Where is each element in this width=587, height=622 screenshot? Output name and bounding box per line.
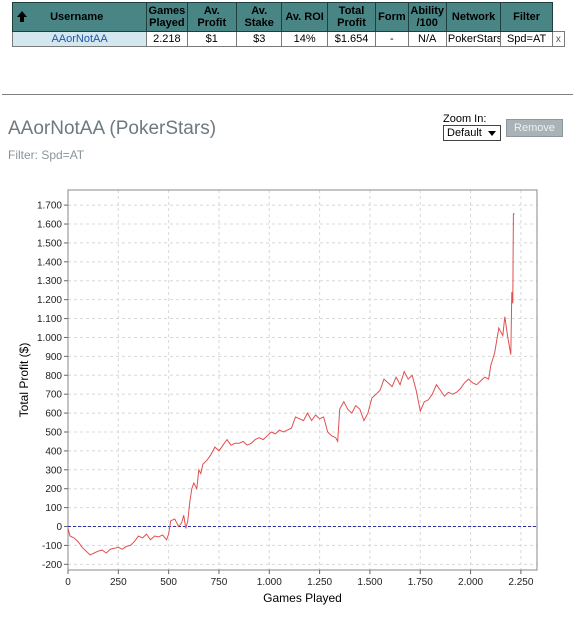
cell-network: PokerStars: [445, 31, 502, 47]
filter-label: Filter: Spd=AT: [8, 148, 85, 162]
column-av-roi[interactable]: Av. ROI: [281, 2, 328, 32]
cell-form: -: [375, 31, 409, 47]
column-blank: [552, 2, 565, 32]
x-tick-label: 750: [211, 577, 228, 588]
column-username[interactable]: Username: [11, 2, 148, 32]
x-tick-label: 2.000: [458, 577, 483, 588]
cell-ability: N/A: [407, 31, 447, 47]
x-axis-label: Games Played: [263, 591, 342, 605]
sort-arrow-up-icon[interactable]: [17, 11, 27, 22]
cell-av-stake: $3: [235, 31, 283, 47]
chevron-down-icon: [488, 131, 496, 136]
cell-games-played: 2.218: [146, 31, 188, 47]
y-tick-label: 700: [45, 390, 62, 401]
y-tick-label: 400: [45, 446, 62, 457]
y-tick-label: 200: [45, 484, 62, 495]
table-header-row: Username Games Played Av. Profit Av. Sta…: [11, 2, 565, 32]
column-network[interactable]: Network: [445, 2, 502, 32]
cell-av-profit: $1: [186, 31, 238, 47]
plot-frame: [67, 189, 538, 571]
cell-total-profit: $1.654: [326, 31, 377, 47]
zoom-select-value: Default: [447, 127, 482, 139]
remove-row-button[interactable]: x: [551, 31, 566, 47]
section-divider: [2, 94, 573, 95]
zoom-select[interactable]: Default: [443, 125, 501, 141]
y-tick-label: 1.200: [37, 295, 62, 306]
y-tick-label: 1.700: [37, 201, 62, 212]
x-tick-label: 1.500: [357, 577, 382, 588]
y-tick-label: -100: [42, 541, 62, 552]
cell-filter: Spd=AT: [500, 31, 553, 47]
column-form[interactable]: Form: [375, 2, 409, 32]
column-filter[interactable]: Filter: [500, 2, 553, 32]
x-tick-label: 1.250: [307, 577, 332, 588]
y-tick-label: 500: [45, 427, 62, 438]
y-tick-label: 0: [56, 522, 62, 533]
column-av-stake[interactable]: Av. Stake: [235, 2, 283, 32]
x-tick-label: 500: [160, 577, 177, 588]
y-tick-label: 1.000: [37, 333, 62, 344]
y-tick-label: 1.600: [37, 220, 62, 231]
remove-button[interactable]: Remove: [506, 119, 563, 137]
y-tick-label: -200: [42, 560, 62, 571]
x-tick-label: 1.000: [257, 577, 282, 588]
chart-grid: [67, 190, 537, 570]
x-tick-label: 250: [110, 577, 127, 588]
column-ability[interactable]: Ability /100: [407, 2, 447, 32]
series-line-total-profit: [67, 213, 515, 556]
cell-av-roi: 14%: [281, 31, 328, 47]
cell-username[interactable]: AAorNotAA: [11, 31, 148, 47]
y-tick-label: 1.100: [37, 314, 62, 325]
column-av-profit[interactable]: Av. Profit: [186, 2, 238, 32]
y-tick-label: 1.400: [37, 257, 62, 268]
stats-table: Username Games Played Av. Profit Av. Sta…: [11, 2, 566, 47]
column-total-profit[interactable]: Total Profit: [326, 2, 377, 32]
y-tick-label: 1.300: [37, 276, 62, 287]
column-games-played[interactable]: Games Played: [146, 2, 188, 32]
x-tick-label: 1.750: [408, 577, 433, 588]
y-axis: -200 -100 0 100 200 300 400 500 600 700 800 900 1.00…: [37, 201, 68, 571]
y-tick-label: 900: [45, 352, 62, 363]
y-tick-label: 300: [45, 465, 62, 476]
x-axis: 0 250 500 750 1.000 1.250 1.500 1.750 2.000 2.250: [65, 570, 534, 588]
y-tick-label: 800: [45, 371, 62, 382]
table-row[interactable]: AAorNotAA 2.218 $1 $3 14% $1.654 - N/A P…: [11, 31, 566, 47]
y-tick-label: 100: [45, 503, 62, 514]
y-tick-label: 600: [45, 409, 62, 420]
x-tick-label: 2.250: [508, 577, 533, 588]
page-title: AAorNotAA (PokerStars): [8, 118, 217, 139]
y-axis-label: Total Profit ($): [17, 343, 31, 418]
profit-chart: -200 -100 0 100 200 300 400 500 600 700 800 900 1.00…: [17, 189, 538, 605]
y-tick-label: 1.500: [37, 238, 62, 249]
zoom-label: Zoom In:: [443, 113, 487, 125]
x-tick-label: 0: [65, 577, 71, 588]
